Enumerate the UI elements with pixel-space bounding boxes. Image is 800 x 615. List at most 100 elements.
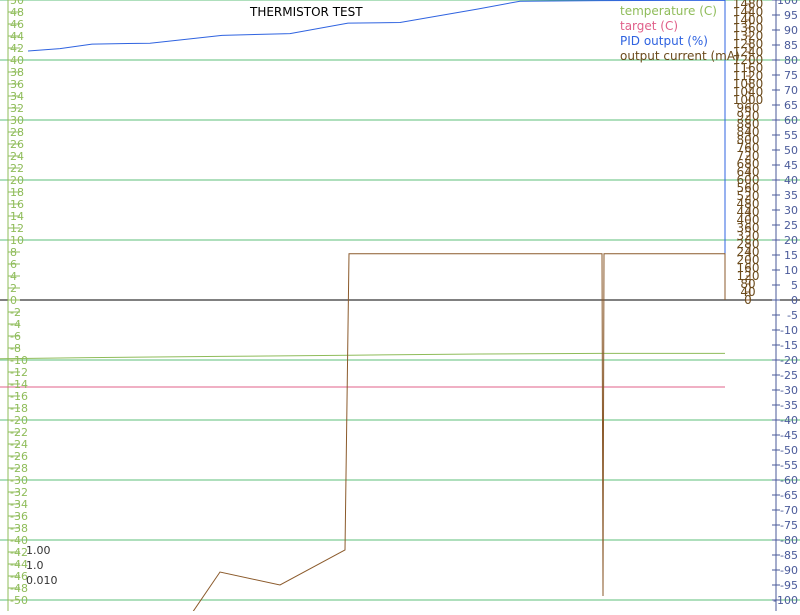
- left-tick-label: 36: [10, 78, 24, 91]
- left-tick-label: -26: [10, 450, 28, 463]
- pid-tick-label: 75: [784, 69, 798, 82]
- pid-tick-label: -95: [780, 579, 798, 592]
- pid-tick-label: -65: [780, 489, 798, 502]
- left-tick-label: -2: [10, 306, 21, 319]
- current-tick-label: 720: [737, 149, 760, 163]
- left-tick-label: -30: [10, 474, 28, 487]
- pid-tick-label: 40: [784, 174, 798, 187]
- left-tick-label: 8: [10, 246, 17, 259]
- left-tick-label: 30: [10, 114, 24, 127]
- left-tick-label: -50: [10, 594, 28, 607]
- pid-tick-label: -5: [787, 309, 798, 322]
- current-tick-label: 360: [737, 221, 760, 235]
- annotation-3: 0.010: [26, 574, 58, 587]
- pid-tick-label: 100: [777, 0, 798, 7]
- annotation-2: 1.0: [26, 559, 44, 572]
- left-tick-label: 0: [10, 294, 17, 307]
- current-tick-label: 1000: [733, 93, 764, 107]
- left-tick-label: -4: [10, 318, 21, 331]
- left-tick-label: 48: [10, 6, 24, 19]
- pid-tick-label: 0: [791, 294, 798, 307]
- current-tick-label: 880: [737, 117, 760, 131]
- legend-temperature: temperature (C): [620, 4, 717, 18]
- pid-tick-label: 70: [784, 84, 798, 97]
- pid-tick-label: -15: [780, 339, 798, 352]
- pid-tick-label: 15: [784, 249, 798, 262]
- pid-tick-label: -10: [780, 324, 798, 337]
- pid-tick-label: 50: [784, 144, 798, 157]
- left-tick-label: -18: [10, 402, 28, 415]
- annotation-1: 1.00: [26, 544, 51, 557]
- grid-lines: [0, 0, 800, 601]
- chart-title: THERMISTOR TEST: [249, 5, 363, 19]
- left-tick-label: 16: [10, 198, 24, 211]
- current-tick-label: 560: [737, 181, 760, 195]
- pid-tick-label: -25: [780, 369, 798, 382]
- left-tick-label: 6: [10, 258, 17, 271]
- current-tick-label: 1280: [733, 37, 764, 51]
- left-tick-label: -14: [10, 378, 28, 391]
- pid-tick-label: 45: [784, 159, 798, 172]
- left-tick-label: 46: [10, 18, 24, 31]
- temperature-line: [0, 352, 725, 360]
- current-tick-label: 1440: [733, 5, 764, 19]
- current-tick-label: 960: [737, 101, 760, 115]
- left-tick-label: 18: [10, 186, 24, 199]
- current-tick-label: 680: [737, 157, 760, 171]
- pid-tick-label: -45: [780, 429, 798, 442]
- pid-tick-label: -50: [780, 444, 798, 457]
- current-tick-label: 600: [737, 173, 760, 187]
- current-tick-label: 120: [737, 269, 760, 283]
- left-tick-label: 32: [10, 102, 24, 115]
- pid-tick-label: -70: [780, 504, 798, 517]
- left-tick-label: 2: [10, 282, 17, 295]
- left-tick-label: -44: [10, 558, 28, 571]
- left-tick-label: 38: [10, 66, 24, 79]
- left-tick-label: -36: [10, 510, 28, 523]
- left-tick-label: -28: [10, 462, 28, 475]
- series-lines: [0, 0, 726, 615]
- pid-tick-label: 85: [784, 39, 798, 52]
- current-tick-label: 160: [737, 261, 760, 275]
- current-tick-label: 1200: [733, 53, 764, 67]
- pid-tick-label: -40: [780, 414, 798, 427]
- left-tick-label: -46: [10, 570, 28, 583]
- left-tick-label: -34: [10, 498, 28, 511]
- left-tick-label: -8: [10, 342, 21, 355]
- current-tick-label: 80: [740, 277, 755, 291]
- pid-tick-label: 35: [784, 189, 798, 202]
- current-tick-label: 760: [737, 141, 760, 155]
- current-tick-label: 1080: [733, 77, 764, 91]
- left-tick-label: 50: [10, 0, 24, 7]
- left-tick-label: 28: [10, 126, 24, 139]
- current-tick-label: 0: [744, 293, 752, 307]
- left-tick-label: 10: [10, 234, 24, 247]
- pid-tick-label: -80: [780, 534, 798, 547]
- current-tick-label: 40: [740, 285, 755, 299]
- left-tick-label: 26: [10, 138, 24, 151]
- legend-target: target (C): [620, 19, 678, 33]
- left-tick-label: -16: [10, 390, 28, 403]
- pid-tick-label: 60: [784, 114, 798, 127]
- pid-tick-label: -35: [780, 399, 798, 412]
- pid-tick-label: 80: [784, 54, 798, 67]
- left-tick-label: -40: [10, 534, 28, 547]
- left-tick-label: -32: [10, 486, 28, 499]
- current-tick-label: 280: [737, 237, 760, 251]
- left-tick-label: -38: [10, 522, 28, 535]
- pid-tick-label: -55: [780, 459, 798, 472]
- current-tick-label: 1320: [733, 29, 764, 43]
- left-tick-label: -24: [10, 438, 28, 451]
- output-current-line: [190, 253, 726, 615]
- current-tick-label: 320: [737, 229, 760, 243]
- left-tick-label: -20: [10, 414, 28, 427]
- legend-pid-output: PID output (%): [620, 34, 708, 48]
- current-tick-label: 400: [737, 213, 760, 227]
- pid-tick-label: 30: [784, 204, 798, 217]
- current-tick-label: 640: [737, 165, 760, 179]
- current-tick-label: 1480: [733, 0, 764, 11]
- left-tick-label: 34: [10, 90, 24, 103]
- pid-tick-label: 95: [784, 9, 798, 22]
